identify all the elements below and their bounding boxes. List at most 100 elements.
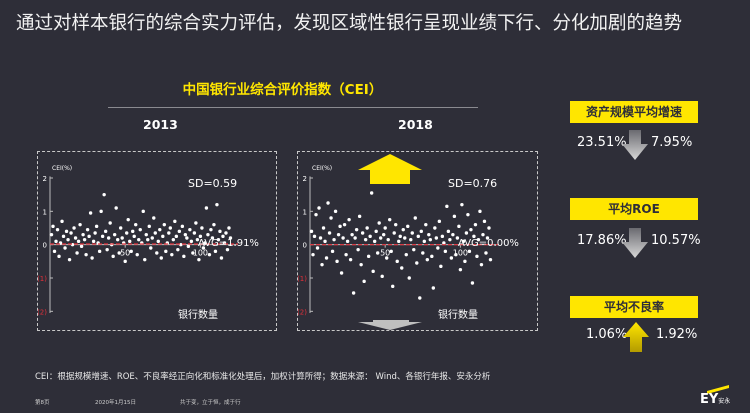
data-point [125,231,129,235]
data-point [204,206,209,210]
data-point [458,267,463,272]
data-point [449,256,454,260]
data-point [176,247,180,252]
data-point [66,237,70,242]
data-point [135,252,139,257]
data-point [466,212,470,217]
y-axis-label: CEI(%) [312,165,332,172]
data-point [372,239,377,244]
data-point [327,231,332,235]
data-point [115,237,120,242]
trend-up-arrow-icon [358,154,422,184]
data-point [221,234,225,239]
avg-label: AVG=1.91% [198,238,259,249]
data-point [479,262,484,267]
data-point [183,232,188,237]
y-tick-label: 2 [43,175,47,183]
data-point [333,209,338,214]
data-point [88,211,93,215]
data-point [344,252,348,257]
data-point [94,224,99,229]
x-axis-label: 银行数量 [438,308,478,321]
data-point [476,237,481,242]
data-point [216,237,221,242]
data-point [207,252,212,257]
data-point [430,254,434,259]
data-point [433,226,437,230]
data-point [137,237,141,242]
data-point [412,247,416,252]
data-point [128,239,132,244]
data-point [463,259,467,264]
data-point [225,247,230,252]
data-point [141,209,145,214]
data-point [378,236,383,240]
data-point [321,226,326,230]
data-point [359,262,363,267]
data-point [452,214,457,219]
data-point [78,222,82,227]
data-point [481,232,485,237]
x-tick-label: 100 [453,249,468,258]
data-point [102,192,106,197]
data-point [431,286,436,290]
metric-asset-growth-to: 7.95% [651,135,693,150]
data-point [443,249,448,254]
data-point [427,232,431,237]
metric-label-npl: 平均不良率 [570,296,698,318]
data-point [434,236,439,240]
data-point [413,216,417,220]
data-point [138,227,142,232]
data-point [425,257,430,262]
metric-asset-growth-from: 23.51% [577,135,627,150]
data-point [428,237,433,242]
scatter-panel-2018: CEI(%) 2 1 0 (1) (2) 50 100 SD=0.76 AVG=0.00% 银行数量 [297,151,538,331]
data-point [129,249,133,254]
scatter-panel-2013: CEI(%) 2 1 0 (1) (2) 50 100 SD=0.59 AVG=1.91% 银行数量 [37,151,277,331]
chart-subtitle: 中国银行业综合评价指数（CEI） [182,82,383,98]
data-point [353,236,357,240]
data-point [395,259,399,264]
year-label-2018: 2018 [398,117,433,132]
data-point [49,232,54,237]
data-point [120,236,124,240]
data-point [91,239,96,244]
data-point [55,227,60,232]
footer-page: 第8页 [35,400,50,406]
data-point [360,231,365,235]
trend-up-arrow-shape [358,154,422,184]
data-point [60,219,64,224]
data-point [105,247,109,252]
metric-npl-to: 1.92% [656,327,698,342]
data-point [161,234,165,239]
data-point [418,296,422,300]
data-point [52,249,57,254]
data-point [392,231,396,235]
data-point [439,264,443,269]
data-point [388,217,392,222]
data-point [330,249,335,254]
data-point [394,222,398,227]
data-point [475,254,479,259]
data-point [108,221,112,225]
data-point [416,234,420,239]
data-point [422,239,427,244]
data-point [227,226,231,230]
data-point [64,229,69,234]
data-point [111,254,115,259]
data-point [446,229,451,234]
data-point [332,237,336,242]
ey-logo-main: EY [700,392,719,407]
data-point [99,209,103,214]
data-point [421,251,425,255]
data-point [457,224,461,229]
x-tick-label: 50 [120,249,130,258]
data-point [404,252,408,257]
footnote: CEI：根据规模增速、ROE、不良率经正向化和标准化处理后，加权计算所得；数据来… [35,372,491,382]
sd-label: SD=0.59 [188,177,237,190]
data-point [72,226,76,230]
data-point [366,254,371,259]
y-tick-label: (1) [38,275,47,283]
data-point [472,234,476,239]
data-point [356,247,360,252]
